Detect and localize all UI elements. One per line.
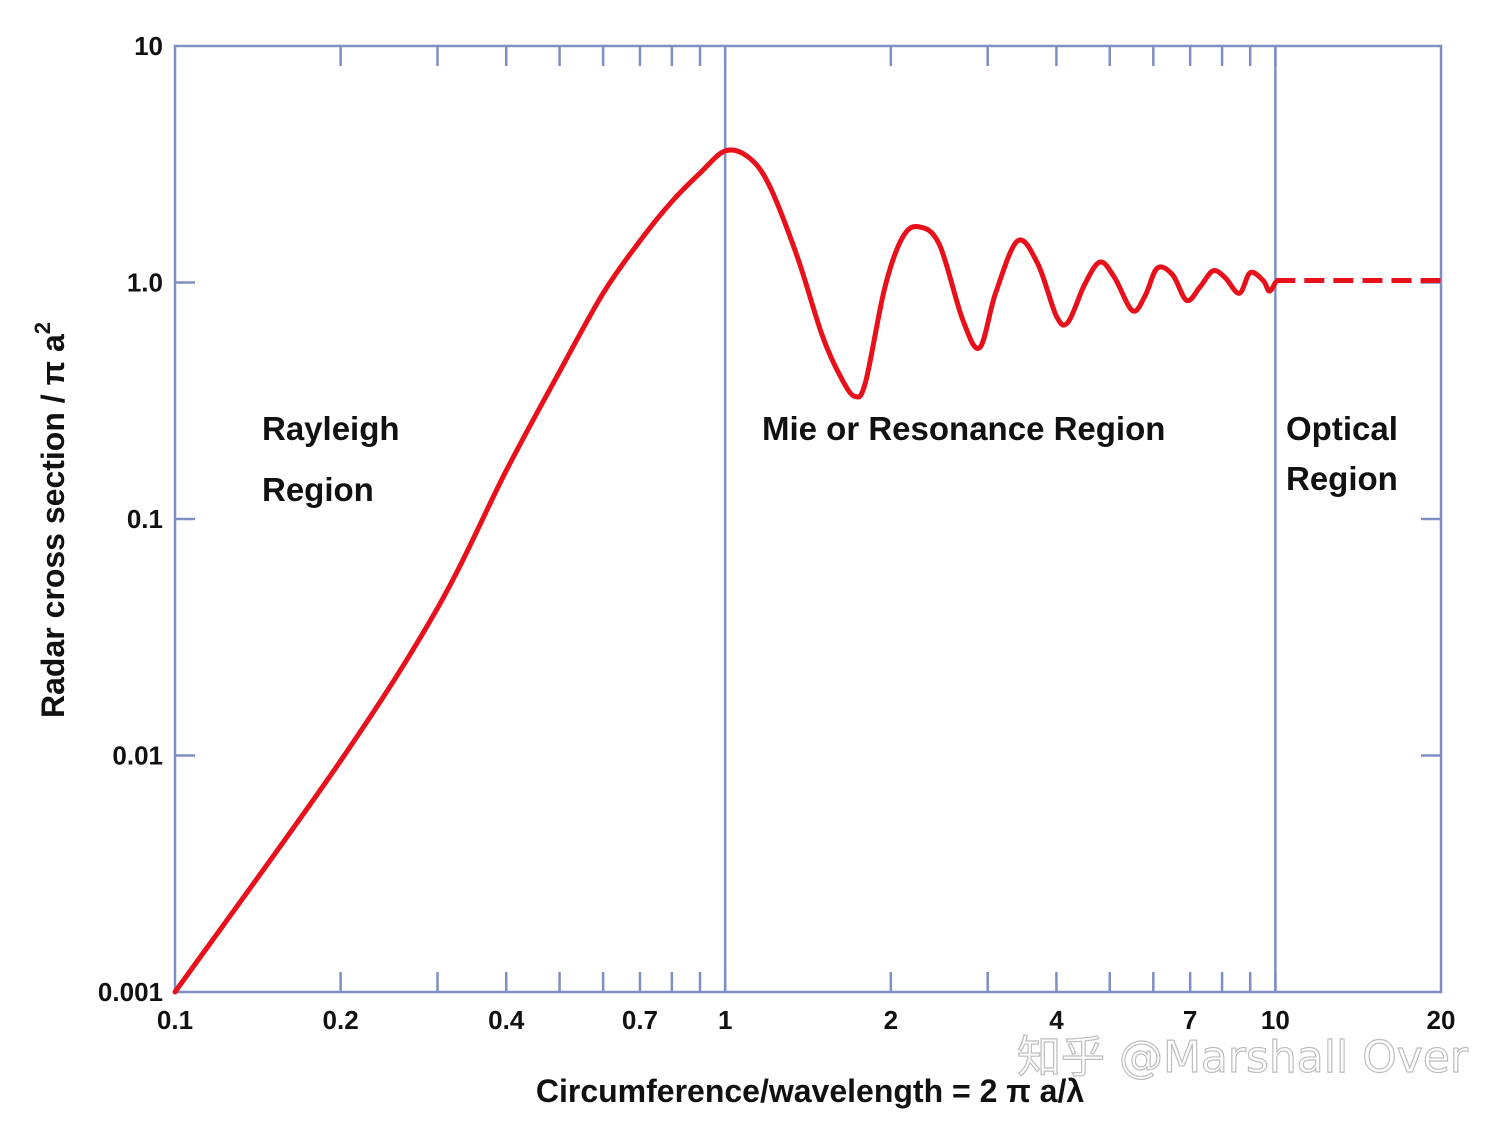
y-axis-title-superscript: 2 (30, 322, 55, 334)
series-rcs-solid (172, 147, 1278, 995)
region-label-rayleigh-line2: Region (262, 471, 374, 508)
x-tick-label-2: 0.4 (488, 1005, 525, 1035)
x-tick-label-0: 0.1 (157, 1005, 193, 1035)
watermark-text: 知乎 @Marshall Over (1017, 1032, 1469, 1083)
x-tick-label-8: 10 (1261, 1005, 1290, 1035)
y-axis-title-main: Radar cross section / π a (35, 334, 71, 718)
x-tick-labels: 0.1 0.2 0.4 0.7 1 2 4 7 10 20 (157, 1005, 1456, 1035)
region-label-optical-line2: Region (1286, 460, 1398, 497)
y-tick-label-0: 0.001 (98, 977, 163, 1007)
y-tick-label-2: 0.1 (127, 504, 163, 534)
region-boundaries (723, 46, 1277, 992)
y-tick-label-3: 1.0 (127, 268, 163, 298)
x-tick-label-5: 2 (884, 1005, 898, 1035)
region-label-optical-line1: Optical (1286, 410, 1398, 447)
x-tick-label-3: 0.7 (622, 1005, 658, 1035)
y-axis-title: Radar cross section / π a2 (30, 322, 71, 718)
x-axis-title: Circumference/wavelength = 2 π a/λ (536, 1073, 1084, 1109)
region-label-mie: Mie or Resonance Region (762, 410, 1165, 447)
plot-frame (173, 44, 1443, 994)
y-tick-label-4: 10 (134, 31, 163, 61)
x-tick-label-6: 4 (1049, 1005, 1064, 1035)
x-tick-label-7: 7 (1183, 1005, 1197, 1035)
y-tick-labels: 0.001 0.01 0.1 1.0 10 (98, 31, 163, 1007)
region-label-rayleigh-line1: Rayleigh (262, 410, 400, 447)
axis-ticks (175, 46, 1441, 992)
x-tick-label-9: 20 (1427, 1005, 1456, 1035)
x-tick-label-4: 1 (718, 1005, 732, 1035)
series-layer (172, 147, 1441, 995)
y-tick-label-1: 0.01 (112, 741, 163, 771)
x-tick-label-1: 0.2 (323, 1005, 359, 1035)
